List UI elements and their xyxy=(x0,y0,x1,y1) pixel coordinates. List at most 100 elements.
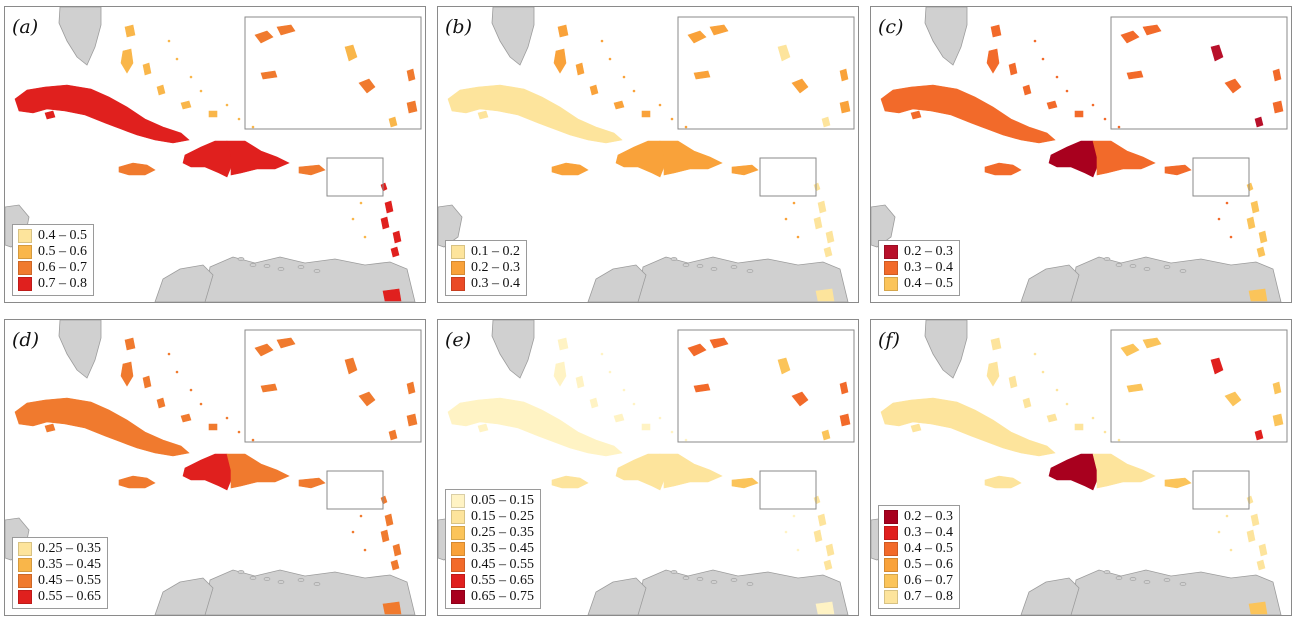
legend-label: 0.3 – 0.4 xyxy=(904,525,953,540)
islet xyxy=(684,125,688,129)
region-inset6 xyxy=(406,68,416,82)
land-florida xyxy=(491,320,535,379)
islet xyxy=(622,388,626,392)
islet xyxy=(1229,548,1233,552)
grey-islet xyxy=(1103,570,1111,574)
islet xyxy=(1217,217,1221,221)
region-bah3 xyxy=(575,375,585,389)
region-bah4 xyxy=(589,84,599,96)
region-cuba xyxy=(880,397,1056,457)
region-ant5 xyxy=(390,559,400,571)
region-bah6 xyxy=(641,423,651,431)
legend-swatch xyxy=(18,590,32,604)
region-ant1 xyxy=(1246,182,1254,192)
region-trinidad xyxy=(1248,601,1268,615)
grey-islet xyxy=(313,269,321,273)
region-cuba xyxy=(447,397,623,457)
region-bah4 xyxy=(589,397,599,409)
grey-islet xyxy=(670,257,678,261)
grey-islet xyxy=(1115,263,1123,267)
islet xyxy=(1091,416,1095,420)
region-bah1 xyxy=(553,48,567,74)
region-bah3 xyxy=(1008,375,1018,389)
islet xyxy=(167,352,171,356)
legend-entry: 0.5 – 0.6 xyxy=(18,244,87,260)
islet xyxy=(1229,235,1233,239)
region-bah2 xyxy=(990,24,1002,38)
region-hispaniola_w xyxy=(1048,140,1100,178)
legend-swatch xyxy=(451,494,465,508)
region-bah2 xyxy=(557,337,569,351)
region-inset1 xyxy=(1120,30,1140,44)
grey-islet xyxy=(237,570,245,574)
legend-label: 0.35 – 0.45 xyxy=(38,557,101,572)
inset-frame xyxy=(1110,329,1288,443)
region-inset1 xyxy=(1120,343,1140,357)
islet xyxy=(175,370,179,374)
region-hispaniola_e xyxy=(1092,453,1156,489)
panel-label: (f) xyxy=(878,329,900,351)
islet xyxy=(1033,39,1037,43)
land-venezuela xyxy=(204,256,416,302)
legend-entry: 0.3 – 0.4 xyxy=(884,260,953,276)
legend-label: 0.7 – 0.8 xyxy=(904,589,953,604)
legend-swatch xyxy=(18,229,32,243)
region-inset4 xyxy=(777,44,791,62)
legend-entry: 0.1 – 0.2 xyxy=(451,244,520,260)
legend-label: 0.65 – 0.75 xyxy=(471,589,534,604)
islet xyxy=(670,117,674,121)
region-bah6 xyxy=(208,110,218,118)
region-hispaniola_w xyxy=(615,140,667,178)
region-inset5 xyxy=(1224,78,1242,94)
islet xyxy=(1217,530,1221,534)
region-jamaica xyxy=(118,162,156,176)
region-inset6 xyxy=(839,381,849,395)
grey-islet xyxy=(710,580,718,584)
region-ant2 xyxy=(384,200,394,214)
region-ant3 xyxy=(380,216,390,230)
legend-swatch xyxy=(451,277,465,291)
region-juventud xyxy=(477,423,489,433)
legend-entry: 0.2 – 0.3 xyxy=(884,509,953,525)
legend: 0.2 – 0.3 0.3 – 0.4 0.4 – 0.5 xyxy=(878,240,960,296)
grey-islet xyxy=(696,577,704,581)
region-bah1 xyxy=(120,361,134,387)
region-inset7 xyxy=(1272,413,1284,427)
islet xyxy=(792,201,796,205)
region-inset4 xyxy=(344,357,358,375)
map-svg xyxy=(871,320,1288,615)
region-inset1 xyxy=(254,343,274,357)
region-bah6 xyxy=(208,423,218,431)
islet xyxy=(1103,117,1107,121)
panel-label: (d) xyxy=(12,329,39,351)
region-juventud xyxy=(910,423,922,433)
grey-islet xyxy=(730,578,738,582)
islet xyxy=(632,89,636,93)
region-inset1 xyxy=(254,30,274,44)
region-ant3 xyxy=(813,216,823,230)
islet xyxy=(1033,352,1037,356)
legend: 0.1 – 0.2 0.2 – 0.3 0.3 – 0.4 xyxy=(445,240,527,296)
grey-islet xyxy=(730,265,738,269)
legend-swatch xyxy=(451,590,465,604)
islet xyxy=(658,103,662,107)
region-ant4 xyxy=(1258,230,1268,244)
region-inset4 xyxy=(344,44,358,62)
legend-label: 0.55 – 0.65 xyxy=(38,589,101,604)
grey-islet xyxy=(1163,578,1171,582)
islet xyxy=(351,530,355,534)
region-juventud xyxy=(910,110,922,120)
region-hispaniola_e xyxy=(659,453,723,489)
region-inset2 xyxy=(709,24,729,36)
islet xyxy=(251,125,255,129)
legend-entry: 0.45 – 0.55 xyxy=(18,573,101,589)
legend-entry: 0.55 – 0.65 xyxy=(451,573,534,589)
region-inset6 xyxy=(1272,381,1282,395)
legend-label: 0.2 – 0.3 xyxy=(471,260,520,275)
legend-entry: 0.3 – 0.4 xyxy=(451,276,520,292)
islet xyxy=(1065,402,1069,406)
region-cuba xyxy=(447,84,623,144)
land-colombia xyxy=(587,264,647,302)
land-central xyxy=(438,204,463,248)
region-inset8 xyxy=(1254,429,1264,441)
